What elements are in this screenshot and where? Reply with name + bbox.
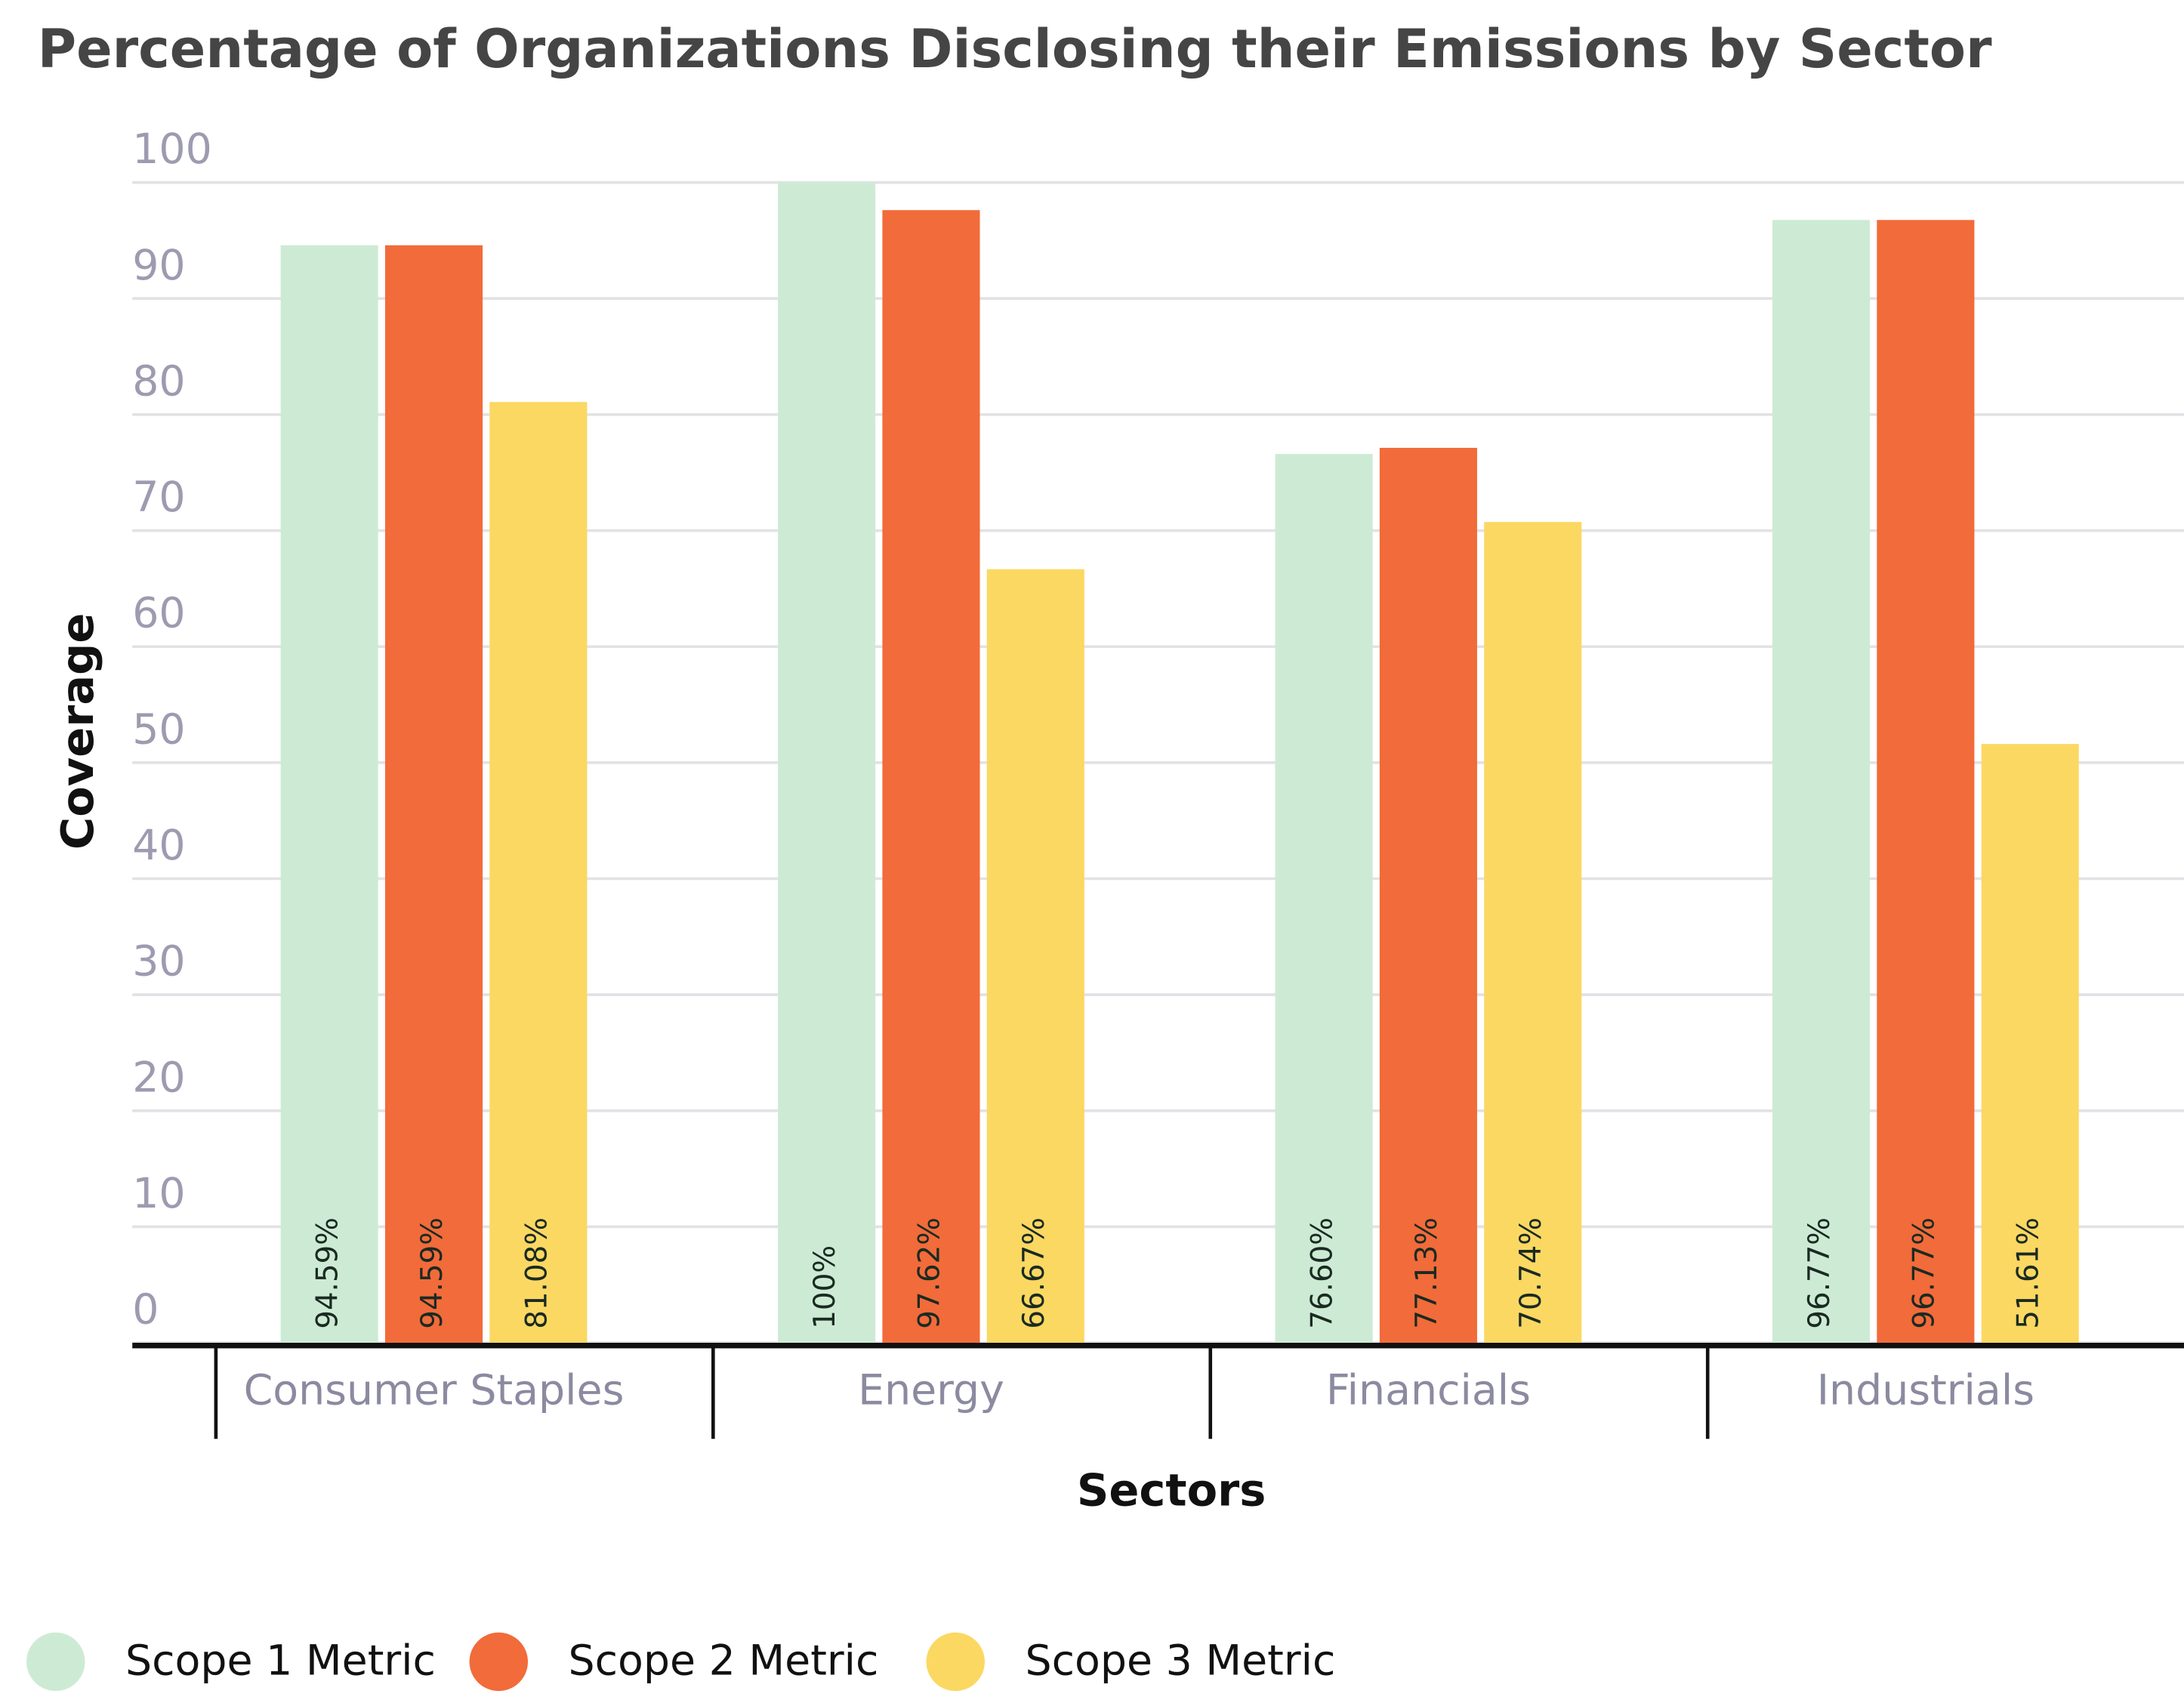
x-axis-title: Sectors bbox=[1077, 1464, 1266, 1516]
legend-label: Scope 3 Metric bbox=[1025, 1637, 1335, 1685]
legend-label: Scope 1 Metric bbox=[125, 1637, 436, 1685]
value-label: 94.59% bbox=[311, 1217, 345, 1329]
bar bbox=[384, 245, 483, 1344]
y-tick-label: 90 bbox=[132, 242, 185, 290]
bar bbox=[1877, 220, 1975, 1344]
y-tick-label: 100 bbox=[132, 125, 212, 174]
value-label: 96.77% bbox=[1803, 1217, 1837, 1329]
value-label: 70.74% bbox=[1514, 1217, 1548, 1329]
legend-marker bbox=[926, 1632, 985, 1692]
legend-marker bbox=[26, 1632, 85, 1692]
value-label: 66.67% bbox=[1017, 1217, 1051, 1329]
y-tick-label: 70 bbox=[132, 474, 185, 522]
legend-label: Scope 2 Metric bbox=[569, 1637, 879, 1685]
y-tick-label: 40 bbox=[132, 822, 185, 870]
chart-title: Percentage of Organizations Disclosing t… bbox=[38, 18, 1992, 80]
value-label: 76.60% bbox=[1306, 1217, 1340, 1329]
x-tick-label: Energy bbox=[858, 1367, 1004, 1415]
y-tick-label: 20 bbox=[132, 1054, 185, 1102]
y-axis-title: Coverage bbox=[51, 613, 103, 850]
value-label: 100% bbox=[808, 1245, 842, 1329]
value-label: 51.61% bbox=[2012, 1217, 2046, 1329]
value-label: 96.77% bbox=[1907, 1217, 1941, 1329]
bar bbox=[1275, 454, 1373, 1344]
bar bbox=[489, 402, 588, 1344]
bar bbox=[1484, 522, 1582, 1344]
y-tick-label: 0 bbox=[132, 1286, 159, 1334]
y-tick-label: 30 bbox=[132, 938, 185, 986]
value-label: 94.59% bbox=[415, 1217, 449, 1329]
bar bbox=[986, 569, 1084, 1344]
y-tick-label: 50 bbox=[132, 705, 185, 754]
bar bbox=[1772, 220, 1871, 1344]
value-label: 97.62% bbox=[912, 1217, 946, 1329]
value-label: 81.08% bbox=[520, 1217, 554, 1329]
legend-marker bbox=[469, 1632, 529, 1692]
value-label: 77.13% bbox=[1410, 1217, 1444, 1329]
x-tick-label: Industrials bbox=[1817, 1367, 2034, 1415]
y-tick-label: 60 bbox=[132, 590, 185, 638]
y-tick-label: 80 bbox=[132, 357, 185, 406]
bar bbox=[778, 182, 876, 1344]
bar bbox=[280, 245, 378, 1344]
bar bbox=[1379, 448, 1477, 1344]
y-tick-label: 10 bbox=[132, 1170, 185, 1218]
bar bbox=[1981, 744, 2079, 1344]
x-tick-label: Financials bbox=[1326, 1367, 1531, 1415]
bar bbox=[882, 210, 980, 1344]
x-tick-label: Consumer Staples bbox=[244, 1367, 625, 1415]
